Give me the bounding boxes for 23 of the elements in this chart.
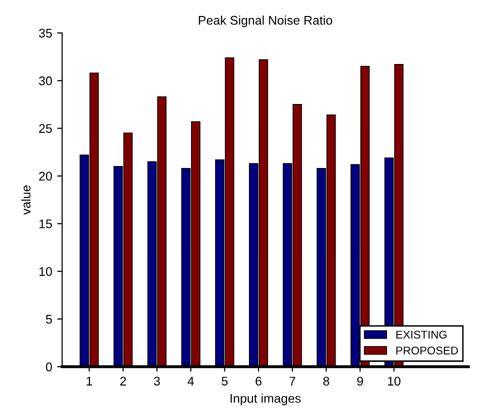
x-tick-label: 6 [256, 376, 262, 386]
x-tick-label: 4 [188, 376, 194, 386]
legend-label: PROPOSED [396, 346, 458, 354]
x-tick-label: 3 [154, 376, 160, 386]
y-tick-label: 0 [46, 362, 52, 372]
chart-title: Peak Signal Noise Ratio [198, 16, 332, 28]
y-tick-label: 15 [39, 220, 52, 228]
y-tick-label: 30 [38, 76, 52, 86]
y-tick-label: 20 [39, 172, 52, 181]
y-tick-label: 25 [39, 124, 52, 133]
x-tick-label: 8 [323, 376, 330, 386]
y-tick-label: 10 [39, 267, 52, 276]
x-tick-label: 5 [222, 376, 228, 386]
legend-label: EXISTING [396, 330, 446, 339]
x-tick-label: 1 [86, 376, 92, 386]
x-tick-label: 10 [388, 376, 400, 386]
x-tick-label: 7 [290, 376, 296, 386]
y-axis-title: value [21, 185, 30, 215]
x-axis-title: Input images [230, 394, 301, 406]
y-tick-label: 35 [38, 28, 52, 38]
x-tick-label: 9 [357, 376, 363, 386]
y-tick-label: 5 [46, 314, 52, 324]
x-tick-label: 2 [120, 376, 126, 386]
